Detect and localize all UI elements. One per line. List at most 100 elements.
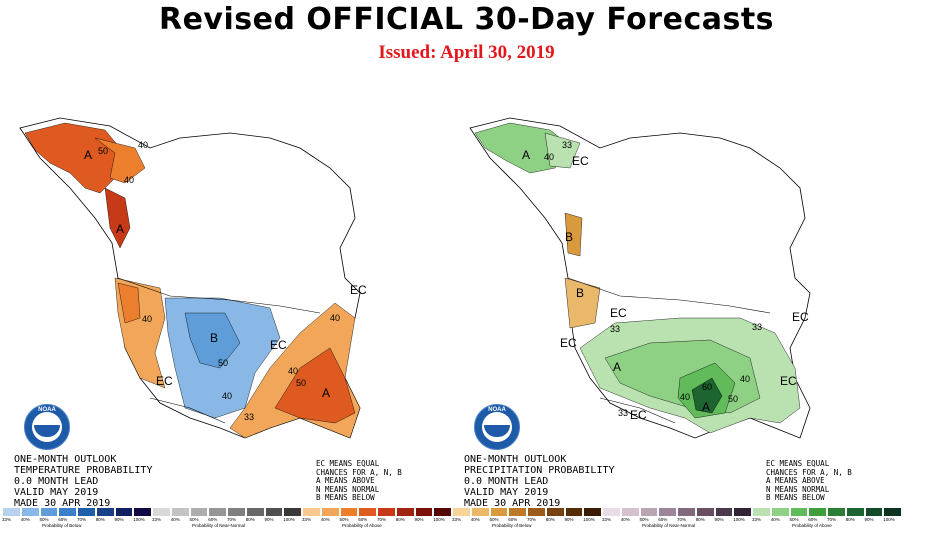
contour-label: 60 bbox=[702, 382, 713, 392]
colorbar-swatch bbox=[190, 508, 208, 516]
colorbar-swatch bbox=[96, 508, 114, 516]
colorbar-swatch bbox=[828, 508, 845, 516]
colorbar-swatch bbox=[171, 508, 189, 516]
colorbar-tick-label: 80% bbox=[395, 517, 405, 522]
colorbar-swatch bbox=[471, 508, 489, 516]
noaa-logo: NOAA bbox=[24, 404, 70, 450]
colorbar-tick-label: 80% bbox=[245, 517, 255, 522]
colorbar-tick-label: 60% bbox=[208, 517, 218, 522]
colorbar-tick-label: 50% bbox=[789, 517, 799, 522]
bc-coast-above-area bbox=[104, 187, 131, 249]
legend-note: EC MEANS EQUAL CHANCES FOR A, N, B A MEA… bbox=[316, 459, 402, 502]
region-label: A bbox=[116, 222, 125, 236]
contour-label: 40 bbox=[124, 175, 135, 185]
region-label: A bbox=[522, 148, 531, 162]
colorbar-title: Probability of Above bbox=[342, 523, 382, 528]
colorbar-swatch bbox=[378, 508, 395, 516]
colorbar-swatch bbox=[715, 508, 733, 516]
colorbar-tick-label: 60% bbox=[358, 517, 368, 522]
colorbar-title: Probability of Near-Normal bbox=[642, 523, 696, 528]
colorbar-tick-label: 80% bbox=[545, 517, 555, 522]
contour-label: 33 bbox=[244, 412, 255, 422]
colorbar-swatch bbox=[265, 508, 283, 516]
region-label: EC bbox=[270, 338, 287, 352]
colorbar-swatch bbox=[678, 508, 695, 516]
colorbar-tick-label: 80% bbox=[95, 517, 105, 522]
south-wet-darkest-area bbox=[691, 377, 723, 414]
colorbar-swatch bbox=[396, 508, 414, 516]
colorbar-swatch bbox=[434, 508, 451, 516]
colorbar-swatch bbox=[771, 508, 789, 516]
colorbar-swatch bbox=[809, 508, 826, 516]
region-label: EC bbox=[560, 336, 577, 350]
colorbar-swatch bbox=[603, 508, 620, 516]
contour-label: 50 bbox=[728, 394, 739, 404]
contour-label: 40 bbox=[544, 152, 555, 162]
colorbar-tick-label: 50% bbox=[639, 517, 649, 522]
colorbar-tick-label: 80% bbox=[845, 517, 855, 522]
colorbar-tick-label: 90% bbox=[864, 517, 874, 522]
colorbar-swatch bbox=[303, 508, 320, 516]
colorbar-tick-label: 33% bbox=[152, 517, 162, 522]
colorbar-tick-label: 50% bbox=[339, 517, 349, 522]
region-label: EC bbox=[350, 283, 367, 297]
colorbar-swatch bbox=[884, 508, 901, 516]
colorbar-swatch bbox=[359, 508, 376, 516]
contour-label: 40 bbox=[222, 391, 233, 401]
outlook-description: ONE-MONTH OUTLOOK PRECIPITATION PROBABIL… bbox=[464, 454, 615, 509]
colorbar-tick-label: 100% bbox=[433, 517, 445, 522]
colorbar-swatch bbox=[78, 508, 95, 516]
colorbar-tick-label: 90% bbox=[414, 517, 424, 522]
colorbar-tick-label: 100% bbox=[133, 517, 145, 522]
legend-note: EC MEANS EQUAL CHANCES FOR A, N, B A MEA… bbox=[766, 459, 852, 502]
noaa-logo-text: NOAA bbox=[488, 407, 506, 413]
colorbar-tick-label: 60% bbox=[508, 517, 518, 522]
colorbar-tick-label: 33% bbox=[752, 517, 762, 522]
contour-label: 40 bbox=[138, 140, 149, 150]
noaa-logo: NOAA bbox=[474, 404, 520, 450]
alaska-above-light-area bbox=[94, 137, 146, 184]
pnw-dry-area bbox=[564, 277, 601, 329]
issued-date: Issued: April 30, 2019 bbox=[378, 42, 555, 63]
colorbar-swatch bbox=[509, 508, 526, 516]
contour-label: 50 bbox=[98, 146, 109, 156]
colorbar-title: Probability of Near-Normal bbox=[192, 523, 246, 528]
colorbar-swatch bbox=[40, 508, 58, 516]
us-canada-border bbox=[567, 277, 771, 314]
colorbar-tick-label: 70% bbox=[77, 517, 87, 522]
colorbar-swatch bbox=[753, 508, 770, 516]
colorbar-swatch bbox=[134, 508, 151, 516]
colorbar-tick-label: 90% bbox=[264, 517, 274, 522]
colorbar-tick-label: 40% bbox=[770, 517, 780, 522]
colorbar-tick-label: 33% bbox=[302, 517, 312, 522]
region-label: A bbox=[322, 386, 331, 400]
colorbar-swatch bbox=[415, 508, 433, 516]
colorbar-tick-label: 40% bbox=[470, 517, 480, 522]
colorbar-title: Probability of Above bbox=[792, 523, 832, 528]
colorbar-tick-label: 50% bbox=[189, 517, 199, 522]
colorbar-tick-label: 60% bbox=[58, 517, 68, 522]
colorbar-swatch bbox=[228, 508, 245, 516]
colorbar-tick-label: 100% bbox=[733, 517, 745, 522]
contour-label: 33 bbox=[562, 140, 573, 150]
colorbar-tick-label: 40% bbox=[20, 517, 30, 522]
colorbar-swatch bbox=[21, 508, 39, 516]
bc-dry-area bbox=[564, 212, 583, 257]
colorbar-swatch bbox=[846, 508, 864, 516]
contour-label: 33 bbox=[610, 324, 621, 334]
colorbar-tick-label: 33% bbox=[2, 517, 12, 522]
central-below-dark-area bbox=[184, 312, 241, 369]
alaska-above-area bbox=[24, 122, 121, 194]
colorbar-tick-label: 40% bbox=[620, 517, 630, 522]
region-label: EC bbox=[630, 408, 647, 422]
temperature-map bbox=[19, 117, 361, 439]
colorbar-tick-label: 60% bbox=[808, 517, 818, 522]
colorbar-swatch bbox=[584, 508, 601, 516]
contour-label: 50 bbox=[218, 358, 229, 368]
colorbar-tick-label: 100% bbox=[883, 517, 895, 522]
colorbar-swatch bbox=[115, 508, 133, 516]
contour-label: 40 bbox=[740, 374, 751, 384]
colorbar-swatch bbox=[321, 508, 339, 516]
colorbar-tick-label: 60% bbox=[658, 517, 668, 522]
colorbar-swatch bbox=[790, 508, 808, 516]
